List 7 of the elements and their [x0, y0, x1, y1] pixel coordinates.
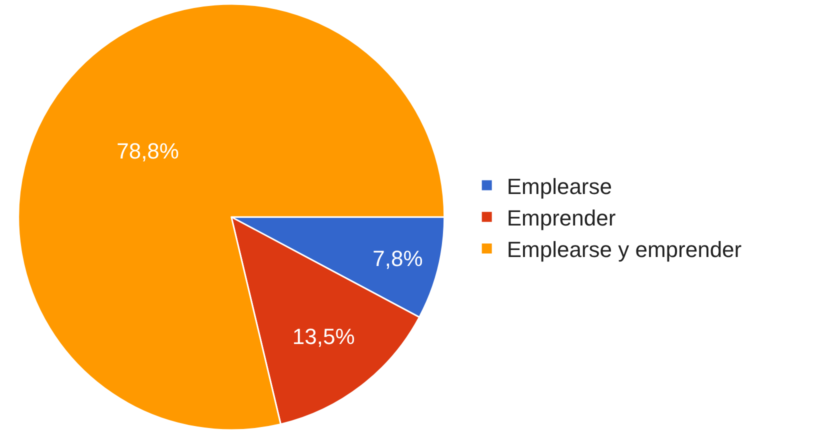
pie-slice: [18, 4, 446, 431]
data-label: 7,8%: [372, 246, 423, 272]
data-label: 78,8%: [116, 138, 179, 164]
legend-label: Emprender: [506, 205, 616, 230]
legend-label: Emplearse: [506, 174, 612, 199]
data-label: 13,5%: [292, 324, 355, 349]
legend-label: Emplearse y emprender: [506, 237, 742, 262]
